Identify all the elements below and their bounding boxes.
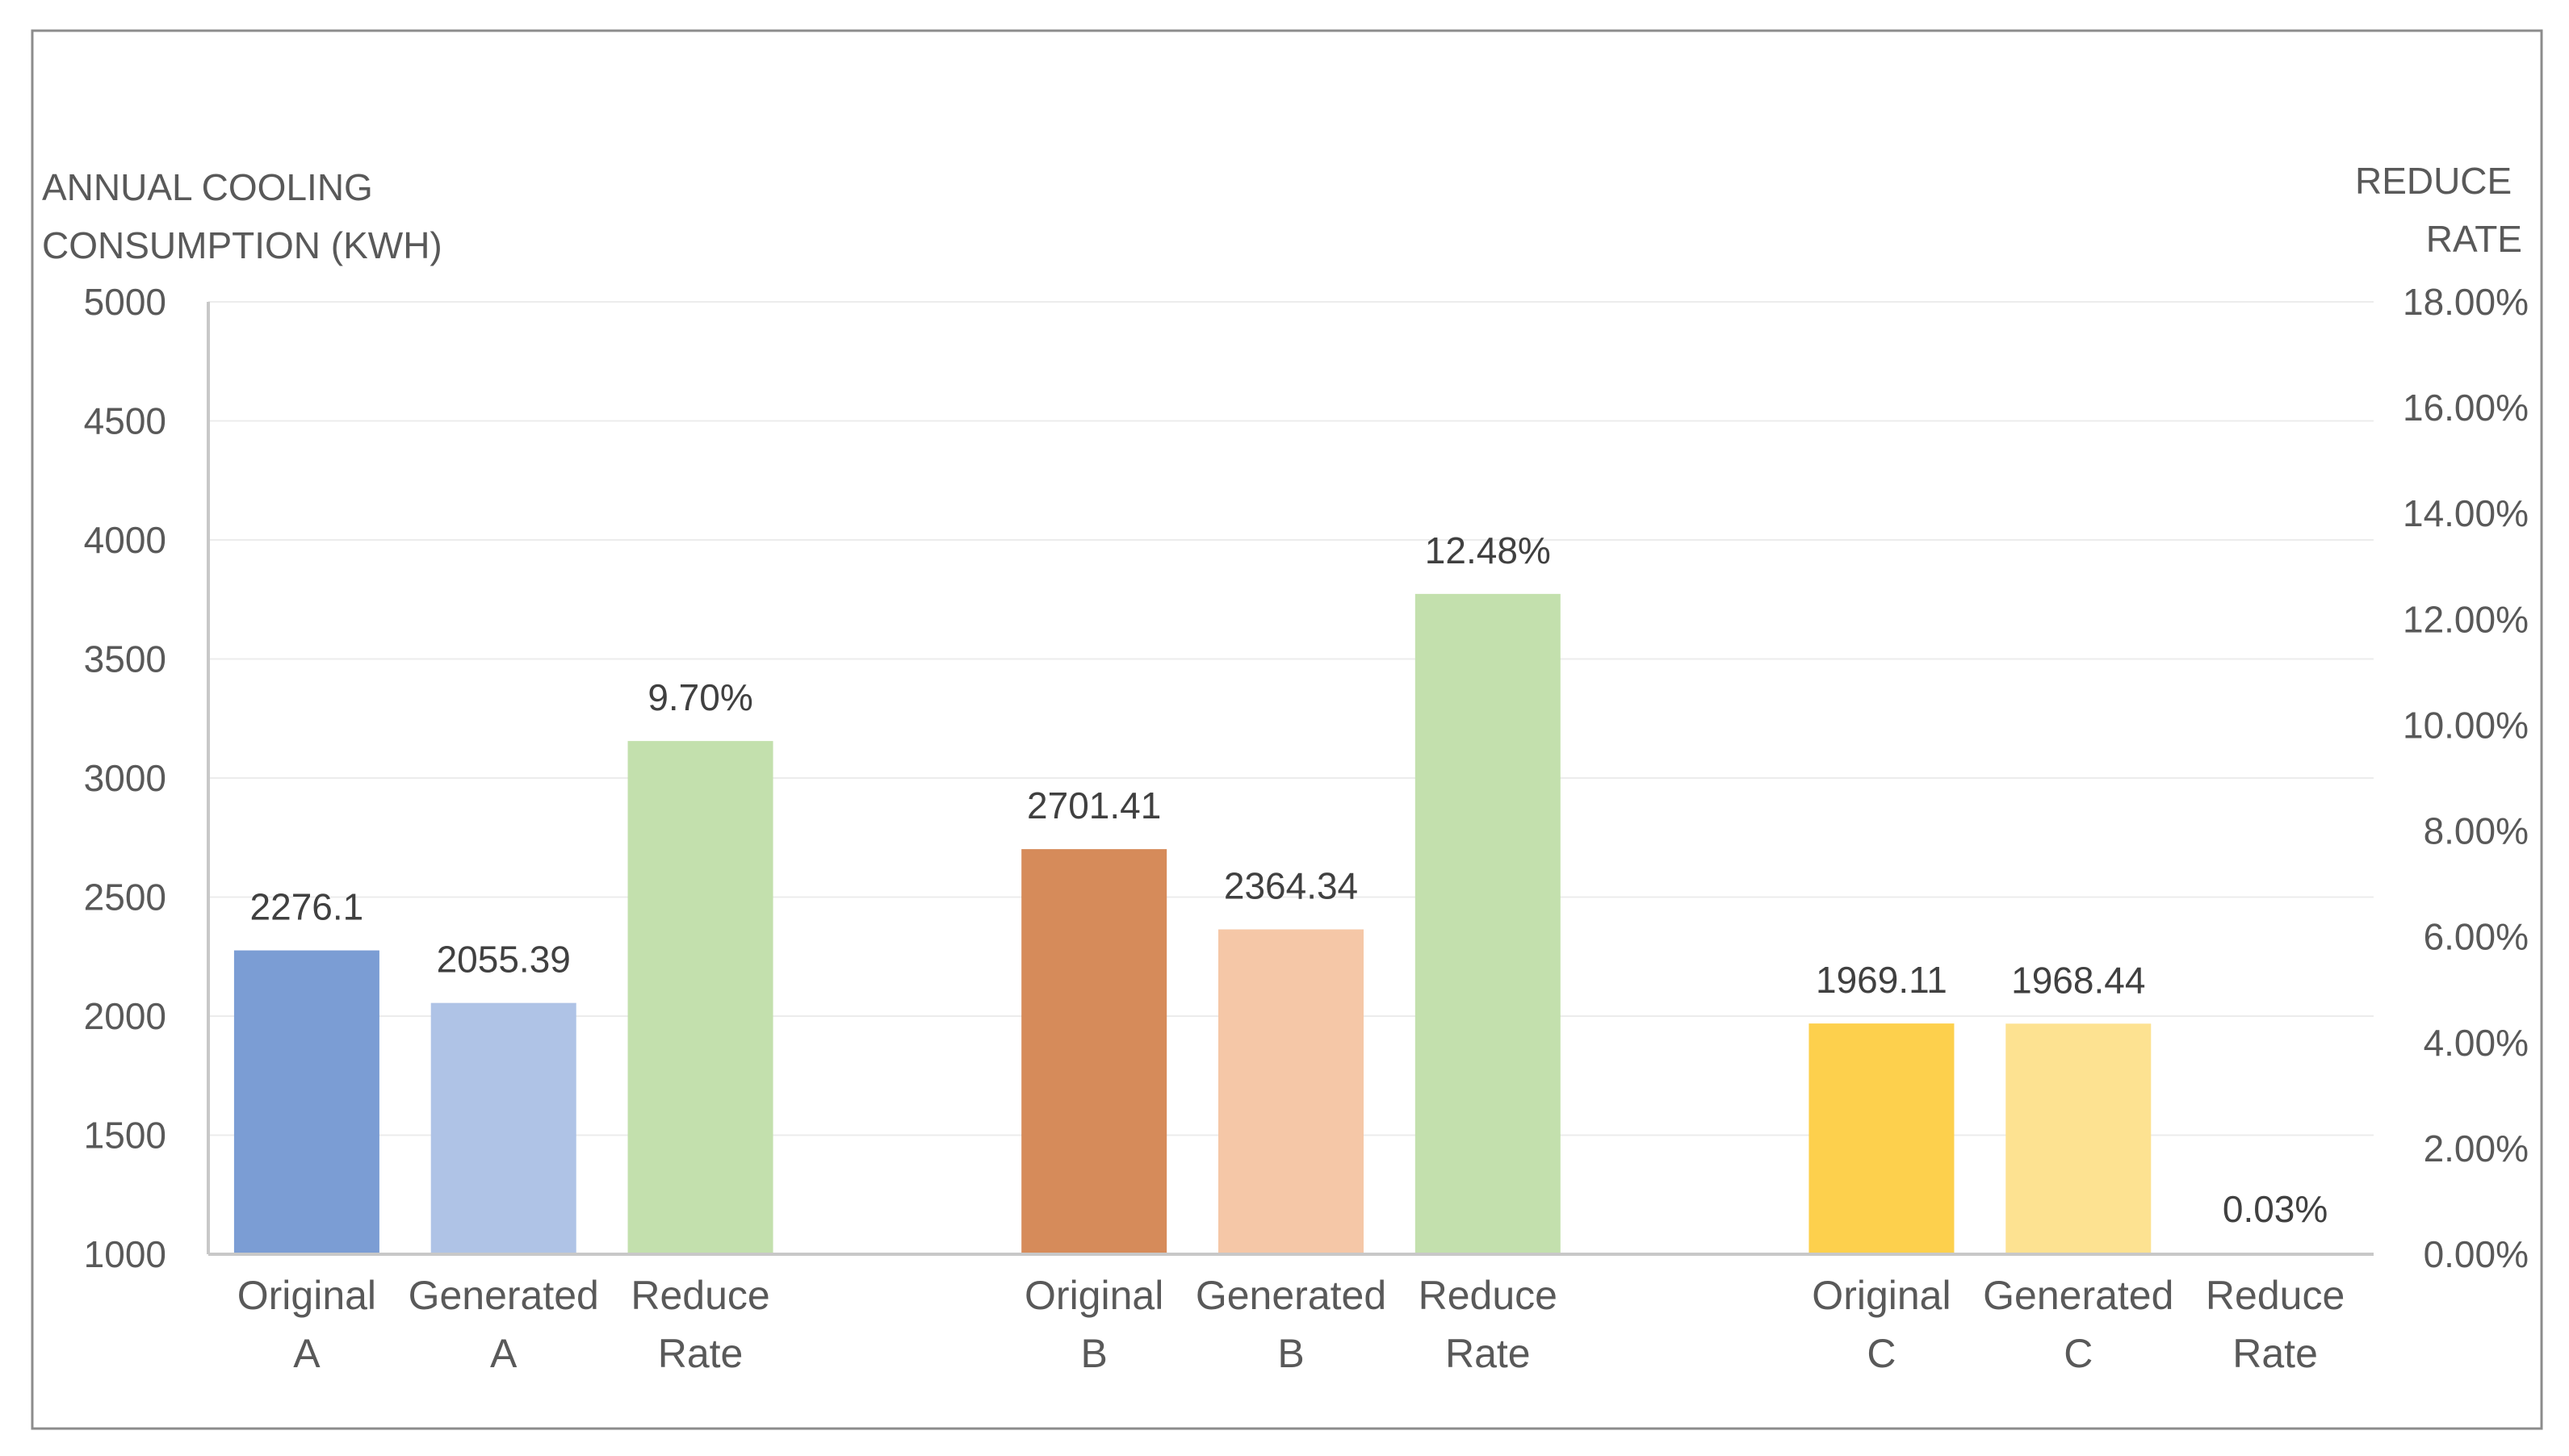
data-label: 2055.39 (437, 939, 571, 981)
y2-tick-label: 8.00% (2424, 810, 2529, 852)
category-label-line: Generated (1983, 1273, 2173, 1318)
data-label: 0.03% (2223, 1188, 2328, 1230)
y-axis-title-line-2: CONSUMPTION (KWH) (42, 224, 442, 266)
y2-tick-label: 18.00% (2403, 281, 2529, 323)
bar (1218, 929, 1364, 1254)
category-label: Original A (237, 1273, 376, 1376)
bars (233, 593, 2349, 1254)
y2-tick-label: 2.00% (2424, 1128, 2529, 1169)
data-label: 9.70% (647, 676, 752, 718)
category-label-line: Rate (2232, 1331, 2318, 1376)
bar (2005, 1023, 2152, 1254)
category-label-line: C (1867, 1331, 1896, 1376)
category-label-line: Rate (1445, 1331, 1531, 1376)
y-tick-label: 4500 (84, 400, 166, 442)
y-axis-ticks: 5000 4500 4000 3500 3000 2500 2000 1500 1000 (84, 281, 166, 1275)
category-label-line: Rate (658, 1331, 744, 1376)
category-label: Generated A (409, 1273, 599, 1376)
data-label: 2364.34 (1224, 865, 1358, 907)
y2-axis-title-line-2: RATE (2426, 218, 2522, 260)
category-label-line: Reduce (631, 1273, 769, 1318)
category-label-line: Generated (1196, 1273, 1386, 1318)
bar (627, 741, 773, 1254)
category-label-line: Original (1025, 1273, 1163, 1318)
category-label: Original B (1025, 1273, 1163, 1376)
bar (1808, 1023, 1955, 1254)
bar (1021, 849, 1167, 1254)
data-label: 1969.11 (1816, 959, 1947, 1001)
category-label: Reduce Rate (2206, 1273, 2345, 1376)
category-label-line: C (2064, 1331, 2093, 1376)
bar (1414, 593, 1561, 1254)
data-label: 2276.1 (250, 886, 364, 928)
category-label-line: Original (237, 1273, 376, 1318)
data-labels: 2276.1 2055.39 9.70% 2701.41 2364.34 12.48% 19… (250, 529, 2328, 1230)
data-label: 2701.41 (1027, 784, 1161, 826)
y2-tick-label: 14.00% (2403, 492, 2529, 534)
category-label-line: Reduce (2206, 1273, 2345, 1318)
category-label-line: Generated (409, 1273, 599, 1318)
y2-axis-ticks: 18.00% 16.00% 14.00% 12.00% 10.00% 8.00% 6.00%… (2403, 281, 2529, 1275)
category-label: Original C (1812, 1273, 1951, 1376)
category-label-line: Reduce (1419, 1273, 1557, 1318)
y2-tick-label: 6.00% (2424, 916, 2529, 958)
y-axis-title-line-1: ANNUAL COOLING (42, 166, 373, 208)
y2-tick-label: 10.00% (2403, 704, 2529, 746)
category-label-line: A (490, 1331, 518, 1376)
y2-axis-title-line-1: REDUCE (2355, 160, 2512, 202)
y-tick-label: 2500 (84, 877, 166, 918)
category-label: Reduce Rate (631, 1273, 769, 1376)
y2-axis-title: REDUCE RATE (2355, 160, 2522, 260)
category-label-line: B (1081, 1331, 1108, 1376)
category-label: Reduce Rate (1419, 1273, 1557, 1376)
y-tick-label: 2000 (84, 995, 166, 1037)
y-tick-label: 5000 (84, 281, 166, 323)
category-label-line: B (1277, 1331, 1304, 1376)
y-tick-label: 4000 (84, 519, 166, 561)
data-label: 1968.44 (2011, 959, 2145, 1001)
y-axis-title: ANNUAL COOLING CONSUMPTION (KWH) (42, 166, 442, 266)
y2-tick-label: 16.00% (2403, 387, 2529, 429)
y-tick-label: 1500 (84, 1115, 166, 1157)
data-label: 12.48% (1425, 529, 1551, 571)
y2-tick-label: 0.00% (2424, 1233, 2529, 1275)
y2-tick-label: 4.00% (2424, 1022, 2529, 1064)
category-label-line: A (293, 1331, 321, 1376)
bar (430, 1002, 576, 1254)
y-tick-label: 1000 (84, 1233, 166, 1275)
y-tick-label: 3000 (84, 757, 166, 799)
y-tick-label: 3500 (84, 638, 166, 680)
bar (233, 950, 379, 1254)
chart-frame (31, 29, 2543, 1430)
category-label-line: Original (1812, 1273, 1951, 1318)
y2-tick-label: 12.00% (2403, 598, 2529, 640)
category-label: Generated C (1983, 1273, 2173, 1376)
category-label: Generated B (1196, 1273, 1386, 1376)
